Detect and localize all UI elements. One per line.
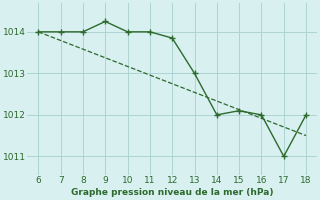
X-axis label: Graphe pression niveau de la mer (hPa): Graphe pression niveau de la mer (hPa) [71,188,274,197]
